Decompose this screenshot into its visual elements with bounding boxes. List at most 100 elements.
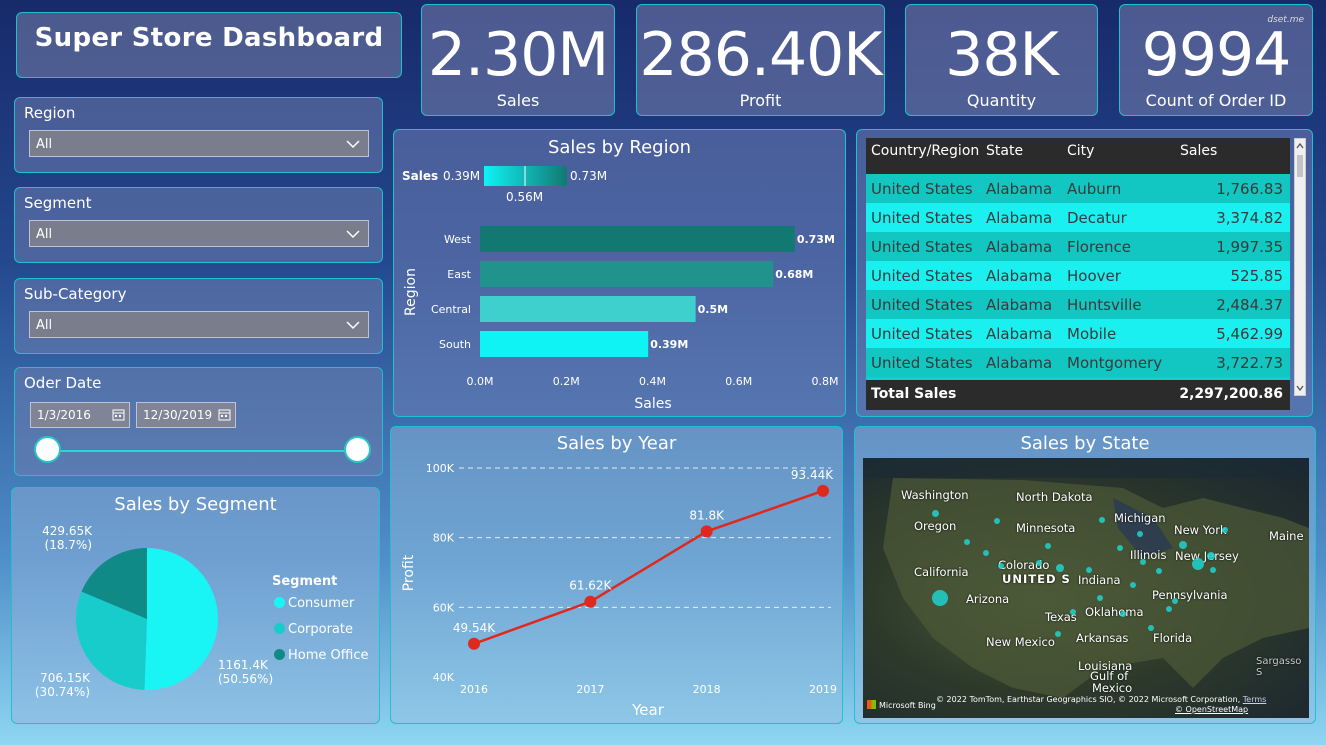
- year-data-point[interactable]: [468, 637, 480, 650]
- map-bubble[interactable]: [1148, 625, 1154, 631]
- table-total-row: Total Sales 2,297,200.86: [866, 380, 1290, 410]
- map-bubble[interactable]: [994, 518, 1000, 524]
- kpi-quantity-card[interactable]: 38K Quantity: [905, 4, 1098, 116]
- table-cell: 3,722.73: [1216, 354, 1283, 372]
- pie-legend-item[interactable]: Home Office: [274, 648, 368, 663]
- table-cell: Florence: [1067, 238, 1132, 256]
- map-bubble[interactable]: [964, 539, 970, 545]
- region-x-tick-label: 0.2M: [553, 375, 580, 388]
- map-bubble[interactable]: [1056, 564, 1064, 572]
- table-row[interactable]: United States Alabama Hoover 525.85: [866, 261, 1290, 290]
- chevron-up-icon[interactable]: [1295, 141, 1305, 151]
- date-range-track[interactable]: [49, 450, 359, 452]
- date-range-start-handle[interactable]: [34, 436, 61, 463]
- map-bubble[interactable]: [1222, 527, 1228, 533]
- table-row[interactable]: United States Alabama Auburn 1,766.83: [866, 174, 1290, 203]
- scrollbar-thumb[interactable]: [1297, 155, 1303, 177]
- year-data-point[interactable]: [584, 595, 597, 608]
- map-bubble[interactable]: [1120, 611, 1126, 617]
- table-cell: Alabama: [986, 325, 1053, 343]
- sales-map[interactable]: Washington North Dakota Oregon Minnesota Mic…: [863, 458, 1309, 718]
- end-date-input[interactable]: 12/30/2019: [136, 402, 236, 428]
- pie-legend-item[interactable]: Consumer: [274, 596, 354, 611]
- map-bubble[interactable]: [1036, 560, 1042, 566]
- table-header: Country/Region State City Sales: [866, 138, 1290, 174]
- col-header-sales[interactable]: Sales: [1180, 143, 1218, 159]
- segment-slicer-label: Segment: [24, 194, 92, 212]
- table-row[interactable]: United States Alabama Huntsville 2,484.37: [866, 290, 1290, 319]
- region-bar[interactable]: [480, 261, 774, 287]
- table-cell: 5,462.99: [1216, 325, 1283, 343]
- year-data-point[interactable]: [700, 525, 713, 538]
- map-bubble[interactable]: [1140, 559, 1146, 565]
- table-cell: Alabama: [986, 238, 1053, 256]
- segment-chart-title: Sales by Segment: [114, 494, 277, 515]
- pie-legend-title: Segment: [272, 574, 337, 589]
- col-header-state[interactable]: State: [986, 143, 1024, 159]
- map-bubble[interactable]: [932, 590, 948, 606]
- pie-slice[interactable]: [76, 591, 147, 690]
- start-date-input[interactable]: 1/3/2016: [30, 402, 130, 428]
- table-cell: Huntsville: [1067, 296, 1142, 314]
- region-dropdown[interactable]: All: [29, 130, 369, 157]
- year-data-point[interactable]: [817, 484, 829, 497]
- bing-brand: Microsoft Bing: [879, 701, 936, 710]
- region-x-tick-label: 0.4M: [639, 375, 666, 388]
- map-bubble[interactable]: [1086, 567, 1092, 573]
- calendar-icon[interactable]: [218, 408, 231, 421]
- sales-by-year-card: Sales by Year Profit Year 40K 60K 80K 100K 4…: [390, 426, 843, 724]
- map-bubble[interactable]: [1137, 531, 1143, 537]
- osm-link[interactable]: © OpenStreetMap: [1175, 705, 1249, 714]
- map-bubble[interactable]: [1117, 545, 1123, 551]
- calendar-icon[interactable]: [112, 408, 125, 421]
- pie-slice[interactable]: [81, 548, 147, 619]
- map-bubble[interactable]: [1210, 567, 1216, 573]
- sales-table: Country/Region State City Sales United S…: [866, 138, 1290, 410]
- kpi-orders-card[interactable]: dset.me 9994 Count of Order ID: [1119, 4, 1313, 116]
- map-bubble[interactable]: [1055, 631, 1061, 637]
- kpi-sales-card[interactable]: 2.30M Sales: [421, 4, 615, 116]
- terms-link[interactable]: Terms: [1242, 695, 1267, 704]
- map-bubble[interactable]: [1179, 541, 1187, 549]
- table-cell: Alabama: [986, 209, 1053, 227]
- map-bubble[interactable]: [998, 563, 1004, 569]
- pie-slice[interactable]: [144, 548, 218, 690]
- col-header-city[interactable]: City: [1067, 143, 1095, 159]
- date-range-end-handle[interactable]: [344, 436, 371, 463]
- map-bubble[interactable]: [1097, 595, 1103, 601]
- region-bar[interactable]: [480, 296, 696, 322]
- map-bubble[interactable]: [983, 550, 989, 556]
- map-bubble[interactable]: [1070, 609, 1076, 615]
- year-y-tick-label: 80K: [433, 532, 455, 545]
- kpi-sales-label: Sales: [496, 91, 540, 110]
- region-bar[interactable]: [480, 331, 649, 357]
- table-cell: Alabama: [986, 296, 1053, 314]
- pie-legend-item[interactable]: Corporate: [274, 622, 353, 637]
- map-bubble[interactable]: [1099, 517, 1105, 523]
- region-bar[interactable]: [480, 226, 795, 252]
- table-row[interactable]: United States Alabama Mobile 5,462.99: [866, 319, 1290, 348]
- table-scrollbar[interactable]: [1294, 138, 1306, 396]
- map-bubble[interactable]: [1156, 568, 1162, 574]
- segment-dropdown[interactable]: All: [29, 220, 369, 247]
- map-bubble[interactable]: [1130, 582, 1136, 588]
- year-x-axis-label: Year: [631, 701, 665, 719]
- region-category-label: South: [439, 338, 471, 351]
- table-row[interactable]: United States Alabama Decatur 3,374.82: [866, 203, 1290, 232]
- map-bubble[interactable]: [931, 509, 939, 517]
- watermark: dset.me: [1267, 15, 1304, 25]
- chevron-down-icon: [346, 321, 360, 330]
- map-bubble[interactable]: [1192, 558, 1204, 570]
- map-bubble[interactable]: [1172, 598, 1178, 604]
- table-row[interactable]: United States Alabama Florence 1,997.35: [866, 232, 1290, 261]
- kpi-profit-card[interactable]: 286.40K Profit: [636, 4, 885, 116]
- col-header-country[interactable]: Country/Region: [871, 143, 980, 159]
- table-row[interactable]: United States Alabama Montgomery 3,722.73: [866, 348, 1290, 377]
- map-bubble[interactable]: [1207, 552, 1215, 560]
- map-bubble[interactable]: [1045, 543, 1051, 549]
- map-bubble[interactable]: [1166, 606, 1172, 612]
- subcategory-dropdown[interactable]: All: [29, 311, 369, 338]
- year-x-tick-label: 2017: [576, 683, 604, 696]
- chevron-down-icon[interactable]: [1295, 383, 1305, 393]
- region-bar-chart: Sales 0.39M 0.73M 0.56M Region Sales Wes…: [402, 166, 838, 412]
